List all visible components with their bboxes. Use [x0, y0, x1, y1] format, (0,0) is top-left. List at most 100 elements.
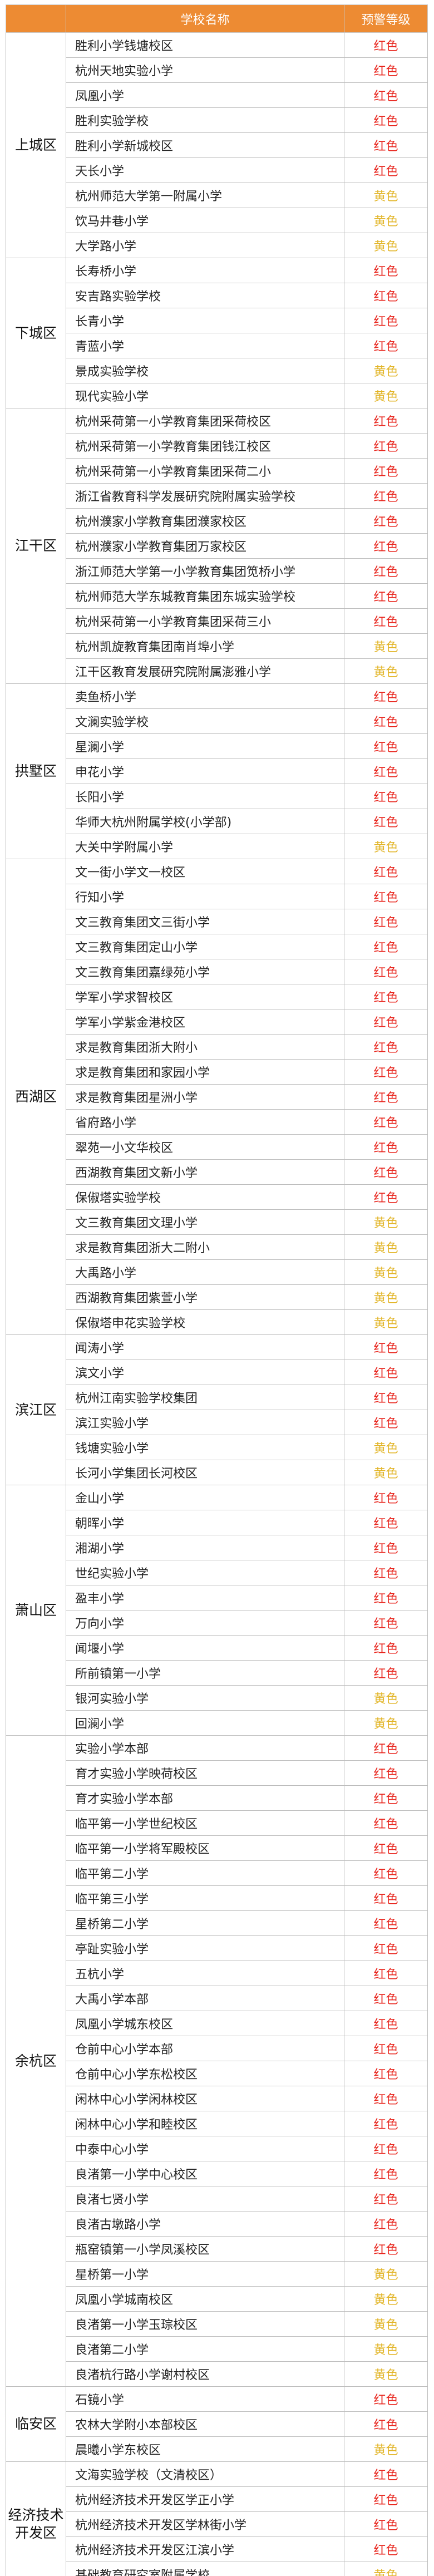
table-row: 文三教育集团文三街小学 红色: [6, 909, 428, 934]
table-row: 育才实验小学映荷校区 红色: [6, 1760, 428, 1786]
table-row: 景成实验学校 黄色: [6, 358, 428, 383]
district-cell: 余杭区: [6, 1735, 66, 2387]
table-row: 现代实验小学 黄色: [6, 383, 428, 408]
school-name-cell: 临平第一小学世纪校区: [66, 1810, 344, 1836]
warning-level-cell: 红色: [344, 1535, 428, 1560]
warning-level-cell: 红色: [344, 483, 428, 509]
school-name-cell: 星桥第二小学: [66, 1910, 344, 1936]
school-name-cell: 滨文小学: [66, 1360, 344, 1385]
school-name-cell: 闻涛小学: [66, 1334, 344, 1360]
warning-level-cell: 红色: [344, 1610, 428, 1636]
school-name-cell: 西湖教育集团紫萱小学: [66, 1284, 344, 1310]
school-name-cell: 文澜实验学校: [66, 708, 344, 734]
school-name-cell: 良渚七贤小学: [66, 2186, 344, 2211]
warning-level-cell: 红色: [344, 859, 428, 884]
warning-level-cell: 红色: [344, 533, 428, 559]
table-row: 临平第二小学 红色: [6, 1860, 428, 1886]
table-row: 钱塘实验小学 黄色: [6, 1435, 428, 1460]
table-body: 上城区 胜利小学钱塘校区 红色 杭州天地实验小学 红色 凤凰小学 红色 胜利实验学校 红色 胜利小…: [6, 32, 428, 2576]
warning-level-cell: 红色: [344, 1760, 428, 1786]
table-row: 杭州凯旋教育集团南肖埠小学 黄色: [6, 633, 428, 659]
warning-level-cell: 红色: [344, 758, 428, 784]
warning-level-cell: 红色: [344, 608, 428, 634]
warning-level-cell: 红色: [344, 308, 428, 333]
warning-level-cell: 红色: [344, 132, 428, 158]
school-name-cell: 盈丰小学: [66, 1585, 344, 1610]
table-row: 临平第一小学世纪校区 红色: [6, 1810, 428, 1836]
warning-level-cell: 黄色: [344, 2311, 428, 2337]
warning-level-cell: 黄色: [344, 1284, 428, 1310]
table-row: 良渚第一小学中心校区 红色: [6, 2161, 428, 2186]
table-row: 浙江省教育科学发展研究院附属实验学校 红色: [6, 483, 428, 509]
table-row: 滨文小学 红色: [6, 1360, 428, 1385]
warning-level-cell: 红色: [344, 1560, 428, 1585]
table-row: 江干区教育发展研究院附属澎雅小学 黄色: [6, 658, 428, 684]
school-name-cell: 晨曦小学东校区: [66, 2436, 344, 2462]
table-row: 江干区 杭州采荷第一小学教育集团采荷校区 红色: [6, 408, 428, 684]
warning-level-cell: 黄色: [344, 358, 428, 383]
warning-level-cell: 红色: [344, 2086, 428, 2111]
warning-level-cell: 红色: [344, 2211, 428, 2237]
warning-level-cell: 黄色: [344, 658, 428, 684]
school-name-cell: 胜利实验学校: [66, 107, 344, 133]
table-row: 经济技术 开发区 文海实验学校（文清校区） 红色: [6, 2461, 428, 2576]
table-row: 良渚杭行路小学谢村校区 黄色: [6, 2361, 428, 2387]
warning-level-cell: 红色: [344, 934, 428, 959]
school-name-cell: 闲林中心小学闲林校区: [66, 2086, 344, 2111]
table-row: 晨曦小学东校区 黄色: [6, 2436, 428, 2462]
warning-level-cell: 黄色: [344, 2286, 428, 2312]
warning-level-cell: 红色: [344, 1334, 428, 1360]
table-row: 保俶塔申花实验学校 黄色: [6, 1309, 428, 1335]
school-name-cell: 凤凰小学: [66, 82, 344, 108]
table-row: 求是教育集团浙大附小 红色: [6, 1034, 428, 1060]
table-row: 学军小学求智校区 红色: [6, 984, 428, 1009]
table-row: 瓶窑镇第一小学凤溪校区 红色: [6, 2236, 428, 2262]
warning-level-cell: 红色: [344, 909, 428, 934]
school-name-cell: 育才实验小学映荷校区: [66, 1760, 344, 1786]
table-row: 文三教育集团嘉绿苑小学 红色: [6, 959, 428, 984]
table-row: 杭州经济技术开发区学林街小学 红色: [6, 2511, 428, 2537]
school-name-cell: 仓前中心小学东松校区: [66, 2061, 344, 2086]
table-row: 凤凰小学城南校区 黄色: [6, 2286, 428, 2312]
table-row: 天长小学 红色: [6, 157, 428, 183]
table-row: 盈丰小学 红色: [6, 1585, 428, 1610]
school-name-cell: 实验小学本部: [66, 1735, 344, 1761]
warning-level-cell: 红色: [344, 959, 428, 984]
school-name-cell: 凤凰小学城南校区: [66, 2286, 344, 2312]
school-name-cell: 杭州凯旋教育集团南肖埠小学: [66, 633, 344, 659]
school-name-cell: 文三教育集团定山小学: [66, 934, 344, 959]
school-name-cell: 浙江师范大学第一小学教育集团笕桥小学: [66, 558, 344, 584]
warning-level-cell: 黄色: [344, 834, 428, 859]
warning-level-cell: 红色: [344, 1360, 428, 1385]
school-name-cell: 杭州濮家小学教育集团濮家校区: [66, 508, 344, 534]
school-name-cell: 长青小学: [66, 308, 344, 333]
warning-level-cell: 红色: [344, 2411, 428, 2437]
school-name-cell: 求是教育集团星洲小学: [66, 1084, 344, 1110]
school-name-cell: 杭州采荷第一小学教育集团采荷三小: [66, 608, 344, 634]
school-name-cell: 良渚第一小学中心校区: [66, 2161, 344, 2186]
school-name-cell: 大关中学附属小学: [66, 834, 344, 859]
table-row: 良渚第二小学 黄色: [6, 2336, 428, 2362]
district-cell: 上城区: [6, 32, 66, 258]
school-name-cell: 卖鱼桥小学: [66, 683, 344, 709]
warning-level-cell: 红色: [344, 1084, 428, 1110]
warning-level-cell: 红色: [344, 1961, 428, 1986]
table-row: 星桥第一小学 黄色: [6, 2261, 428, 2287]
school-name-cell: 良渚第二小学: [66, 2336, 344, 2362]
warning-level-cell: 红色: [344, 1485, 428, 1510]
table-row: 文三教育集团文理小学 黄色: [6, 1209, 428, 1235]
school-name-cell: 杭州采荷第一小学教育集团采荷校区: [66, 408, 344, 434]
warning-level-cell: 红色: [344, 433, 428, 459]
school-name-cell: 闻堰小学: [66, 1635, 344, 1661]
district-label-line: 经济技术: [8, 2507, 64, 2523]
school-name-cell: 凤凰小学城东校区: [66, 2011, 344, 2036]
school-name-cell: 仓前中心小学本部: [66, 2036, 344, 2061]
table-row: 拱墅区 卖鱼桥小学 红色: [6, 683, 428, 859]
warning-level-cell: 红色: [344, 1009, 428, 1035]
table-row: 仓前中心小学本部 红色: [6, 2036, 428, 2061]
school-name-cell: 闲林中心小学和睦校区: [66, 2111, 344, 2136]
table-row: 西湖教育集团文新小学 红色: [6, 1159, 428, 1185]
school-name-cell: 银河实验小学: [66, 1685, 344, 1711]
warning-level-cell: 红色: [344, 333, 428, 358]
